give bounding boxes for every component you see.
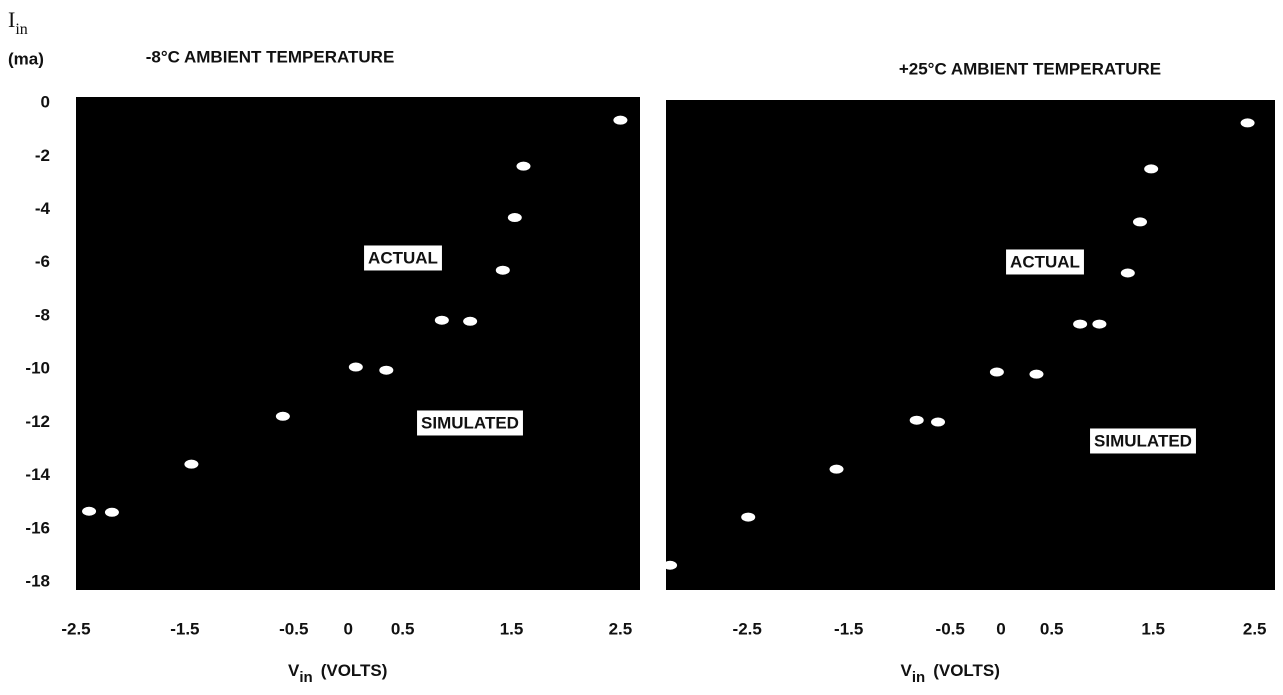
point (663, 561, 677, 570)
x-axis-label: Vin (VOLTS) (288, 661, 387, 685)
point (1092, 320, 1106, 329)
point (1241, 118, 1255, 127)
point (105, 508, 119, 517)
x-tick-label: -0.5 (936, 619, 965, 638)
x-axis-label: Vin (VOLTS) (901, 661, 1000, 685)
y-tick-label: 0 (41, 93, 50, 112)
point (1133, 217, 1147, 226)
y-tick-label: -16 (25, 518, 50, 537)
point (613, 116, 627, 125)
point (463, 317, 477, 326)
point (741, 513, 755, 522)
x-label-unit: (VOLTS) (321, 661, 388, 680)
point (1073, 320, 1087, 329)
annotation: SIMULATED (1094, 431, 1192, 450)
annotation: ACTUAL (368, 248, 438, 267)
y-tick-label: -8 (35, 305, 50, 324)
y-tick-label: -14 (25, 465, 50, 484)
plot-area (666, 100, 1275, 590)
point (910, 416, 924, 425)
y-tick-label: -2 (35, 146, 50, 165)
x-tick-label: 0.5 (1040, 619, 1064, 638)
point (435, 316, 449, 325)
x-label-sub: in (299, 669, 312, 686)
point (496, 266, 510, 275)
x-tick-label: 1.5 (500, 619, 524, 638)
plot-area (76, 97, 640, 590)
point (1029, 370, 1043, 379)
x-tick-label: 0 (996, 619, 1005, 638)
y-tick-label: -10 (25, 359, 50, 378)
x-label-unit: (VOLTS) (933, 661, 1000, 680)
y-tick-label: -4 (35, 199, 51, 218)
point (82, 507, 96, 516)
point (516, 162, 530, 171)
point (1144, 164, 1158, 173)
y-tick-label: -12 (25, 412, 50, 431)
annotation: SIMULATED (421, 413, 519, 432)
chart-title: -8°C AMBIENT TEMPERATURE (146, 47, 395, 66)
point (276, 412, 290, 421)
x-tick-label: 0 (343, 619, 352, 638)
point (379, 366, 393, 375)
chart-title: +25°C AMBIENT TEMPERATURE (899, 59, 1161, 78)
x-tick-label: -2.5 (733, 619, 762, 638)
x-tick-label: -1.5 (834, 619, 863, 638)
y-tick-label: -18 (25, 572, 50, 591)
y-label-main: I (8, 7, 15, 32)
x-tick-label: -1.5 (170, 619, 199, 638)
y-axis-unit: (ma) (8, 49, 44, 68)
x-tick-label: -0.5 (279, 619, 308, 638)
y-label-sub: in (15, 21, 27, 38)
x-tick-label: 1.5 (1141, 619, 1165, 638)
y-tick-label: -6 (35, 252, 50, 271)
x-tick-label: 2.5 (609, 619, 633, 638)
x-label-main: V (901, 661, 913, 680)
point (184, 460, 198, 469)
point (830, 465, 844, 474)
annotation: ACTUAL (1010, 252, 1080, 271)
x-tick-label: -2.5 (61, 619, 90, 638)
point (1121, 269, 1135, 278)
x-tick-label: 0.5 (391, 619, 415, 638)
x-label-main: V (288, 661, 300, 680)
chart: -8°C AMBIENT TEMPERATURE -2.5 -1.5 -0.5 0 0.5… (0, 0, 1283, 695)
x-label-sub: in (912, 669, 925, 686)
point (508, 213, 522, 222)
y-axis-label: Iin (8, 7, 28, 38)
point (349, 363, 363, 372)
point (931, 418, 945, 427)
point (990, 368, 1004, 377)
x-tick-label: 2.5 (1243, 619, 1267, 638)
